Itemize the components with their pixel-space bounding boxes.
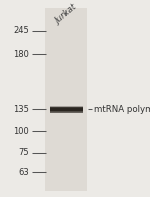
Text: mtRNA polymerase: mtRNA polymerase bbox=[94, 105, 150, 114]
Bar bbox=[45, 8, 87, 191]
Text: 135: 135 bbox=[13, 105, 29, 114]
Bar bbox=[50, 109, 82, 110]
Bar bbox=[50, 108, 82, 109]
Text: Jurkat: Jurkat bbox=[54, 3, 78, 26]
Text: 245: 245 bbox=[14, 26, 29, 35]
Bar bbox=[50, 111, 82, 112]
Bar bbox=[50, 106, 82, 107]
Text: 100: 100 bbox=[14, 126, 29, 136]
Bar bbox=[50, 112, 82, 113]
Bar bbox=[50, 107, 82, 108]
Bar bbox=[50, 110, 82, 111]
Text: 180: 180 bbox=[13, 50, 29, 59]
Text: 63: 63 bbox=[18, 168, 29, 177]
Text: 75: 75 bbox=[19, 148, 29, 157]
